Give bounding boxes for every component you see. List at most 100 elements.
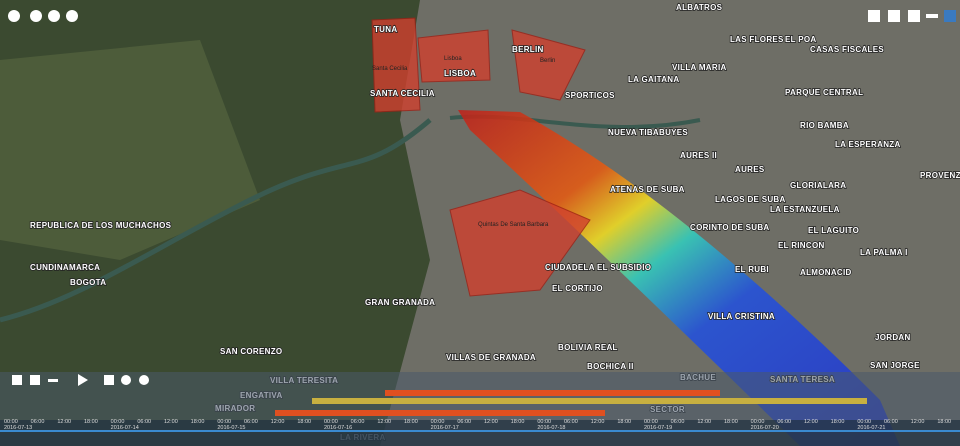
hour-label: 12:00 bbox=[591, 419, 605, 425]
tool-button[interactable] bbox=[908, 10, 920, 22]
place-label: Lisboa bbox=[444, 56, 462, 62]
hour-label: 12:00 bbox=[697, 419, 711, 425]
tool-button[interactable] bbox=[926, 14, 938, 18]
place-label: AURES bbox=[735, 165, 765, 174]
hour-label: 12:00 bbox=[164, 419, 178, 425]
place-label: VILLAS DE GRANADA bbox=[446, 353, 536, 362]
place-label: LAGOS DE SUBA bbox=[715, 195, 786, 204]
place-label: JORDAN bbox=[875, 333, 911, 342]
place-label: ATENAS DE SUBA bbox=[610, 185, 685, 194]
play-button[interactable] bbox=[78, 374, 88, 386]
hour-label: 18:00 bbox=[404, 419, 418, 425]
tool-button[interactable] bbox=[66, 10, 78, 22]
place-label: RIO BAMBA bbox=[800, 121, 849, 130]
event-bar[interactable] bbox=[312, 398, 867, 404]
tool-button[interactable] bbox=[888, 10, 900, 22]
date-label: 2016-07-13 bbox=[4, 425, 32, 431]
timeline-axis bbox=[0, 420, 960, 446]
hour-label: 18:00 bbox=[937, 419, 951, 425]
zone bbox=[417, 29, 491, 83]
hour-label: 12:00 bbox=[271, 419, 285, 425]
tool-button[interactable] bbox=[48, 10, 60, 22]
zone bbox=[511, 29, 586, 101]
hour-label: 18:00 bbox=[724, 419, 738, 425]
user-button[interactable] bbox=[944, 10, 956, 22]
place-label: EL CORTIJO bbox=[552, 284, 603, 293]
hour-label: 00:00 bbox=[644, 419, 658, 425]
hour-label: 00:00 bbox=[217, 419, 231, 425]
hour-label: 00:00 bbox=[751, 419, 765, 425]
hour-label: 06:00 bbox=[671, 419, 685, 425]
hour-label: 12:00 bbox=[911, 419, 925, 425]
place-label: SANTA CECILIA bbox=[370, 89, 435, 98]
hour-label: 06:00 bbox=[564, 419, 578, 425]
hour-label: 18:00 bbox=[617, 419, 631, 425]
fields bbox=[0, 40, 260, 260]
place-label: LAS FLORES bbox=[730, 35, 784, 44]
hour-label: 00:00 bbox=[537, 419, 551, 425]
tool-button[interactable] bbox=[48, 379, 58, 382]
hour-label: 18:00 bbox=[84, 419, 98, 425]
event-bar[interactable] bbox=[385, 390, 720, 396]
hour-label: 06:00 bbox=[457, 419, 471, 425]
hour-label: 06:00 bbox=[351, 419, 365, 425]
place-label: EL RINCON bbox=[778, 241, 825, 250]
place-label: PROVENZA bbox=[920, 171, 960, 180]
hour-label: 12:00 bbox=[484, 419, 498, 425]
hour-label: 18:00 bbox=[191, 419, 205, 425]
hour-label: 18:00 bbox=[831, 419, 845, 425]
place-label: CUNDINAMARCA bbox=[30, 263, 100, 272]
place-label: PARQUE CENTRAL bbox=[785, 88, 863, 97]
dispersion-plume bbox=[458, 110, 900, 446]
hour-label: 06:00 bbox=[31, 419, 45, 425]
hour-label: 06:00 bbox=[137, 419, 151, 425]
event-bar[interactable] bbox=[275, 410, 605, 416]
place-label: Santa Cecilia bbox=[372, 66, 408, 72]
timeline-bars bbox=[275, 390, 867, 416]
place-label: VILLA CRISTINA bbox=[708, 312, 775, 321]
tool-button[interactable] bbox=[121, 375, 131, 385]
place-label: LISBOA bbox=[444, 69, 476, 78]
tool-button[interactable] bbox=[868, 10, 880, 22]
hour-label: 18:00 bbox=[511, 419, 525, 425]
place-label: LA ESTANZUELA bbox=[770, 205, 840, 214]
date-label: 2016-07-16 bbox=[324, 425, 352, 431]
tool-button[interactable] bbox=[8, 10, 20, 22]
place-label: ALMONACID bbox=[800, 268, 852, 277]
place-label: EL RUBI bbox=[735, 265, 769, 274]
place-label: Quintas De Santa Barbara bbox=[478, 222, 549, 228]
hour-label: 06:00 bbox=[884, 419, 898, 425]
place-label: Berlin bbox=[540, 58, 555, 64]
hour-label: 06:00 bbox=[777, 419, 791, 425]
stop-button[interactable] bbox=[104, 375, 114, 385]
date-label: 2016-07-19 bbox=[644, 425, 672, 431]
date-label: 2016-07-17 bbox=[431, 425, 459, 431]
date-label: 2016-07-15 bbox=[217, 425, 245, 431]
tool-button[interactable] bbox=[12, 375, 22, 385]
place-label: BOCHICA II bbox=[587, 362, 634, 371]
place-label: SAN JORGE bbox=[870, 361, 920, 370]
toolbar bbox=[8, 10, 956, 386]
tool-button[interactable] bbox=[139, 375, 149, 385]
place-label: LA GAITANA bbox=[628, 75, 679, 84]
place-label: EL POA bbox=[785, 35, 816, 44]
zones bbox=[371, 17, 591, 297]
place-label: TUNA bbox=[374, 25, 397, 34]
place-label: CORINTO DE SUBA bbox=[690, 223, 769, 232]
place-label: REPUBLICA DE LOS MUCHACHOS bbox=[30, 221, 172, 230]
place-label: SAN CORENZO bbox=[220, 347, 282, 356]
hour-label: 00:00 bbox=[431, 419, 445, 425]
hour-label: 12:00 bbox=[57, 419, 71, 425]
tool-button[interactable] bbox=[30, 10, 42, 22]
place-label: ALBATROS bbox=[676, 3, 723, 12]
zone bbox=[449, 189, 591, 297]
tool-button[interactable] bbox=[30, 375, 40, 385]
hour-label: 00:00 bbox=[857, 419, 871, 425]
place-label: AURES II bbox=[680, 151, 717, 160]
place-label: CASAS FISCALES bbox=[810, 45, 884, 54]
date-label: 2016-07-21 bbox=[857, 425, 885, 431]
place-label: CIUDADELA EL SUBSIDIO bbox=[545, 263, 651, 272]
